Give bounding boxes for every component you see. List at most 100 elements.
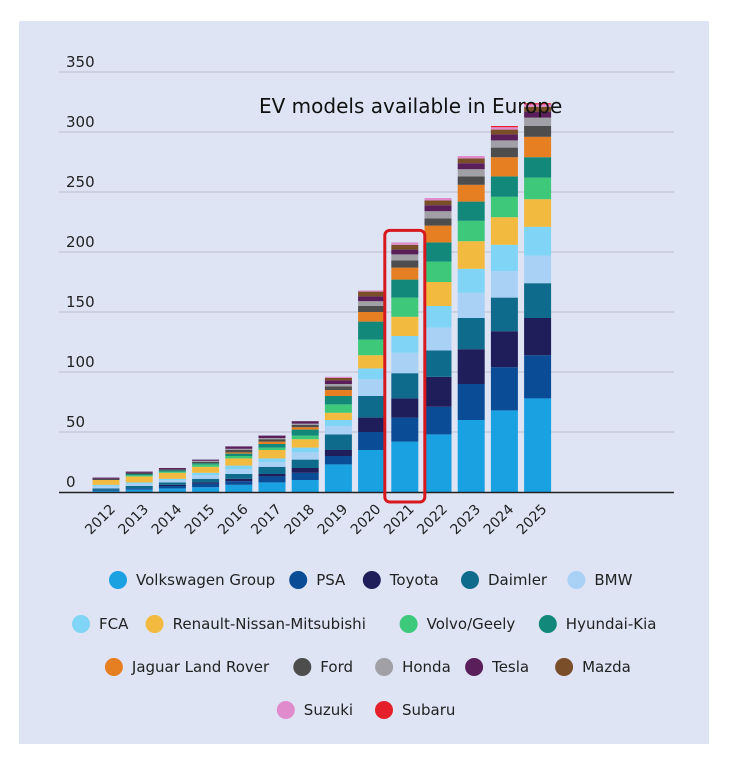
bar-2013-volvo-geely <box>125 475 153 477</box>
bar-2012-volkswagen-group <box>92 490 120 492</box>
bar-2017-psa <box>258 476 286 483</box>
bar-2021-daimler <box>391 373 419 399</box>
bar-2024-fca <box>490 244 518 272</box>
bar-2025-jaguar-land-rover <box>524 136 552 158</box>
bar-2015-hyundai-kia <box>192 463 220 465</box>
legend-swatch-daimler <box>461 571 479 589</box>
bar-2025-tesla <box>524 111 552 118</box>
bar-2022-mazda <box>424 200 452 206</box>
bar-2013-ford <box>125 472 153 474</box>
bar-2014-renault-nissan-mitsubishi <box>158 472 186 479</box>
bar-2019-volkswagen-group <box>324 464 352 492</box>
bar-2022-psa <box>424 406 452 435</box>
legend-label-ford: Ford <box>320 658 353 676</box>
bar-2019-psa <box>324 456 352 465</box>
bar-2024-honda <box>490 140 518 148</box>
bar-2014-fca <box>158 478 186 480</box>
bar-2017-renault-nissan-mitsubishi <box>258 450 286 459</box>
bar-2019-renault-nissan-mitsubishi <box>324 412 352 420</box>
bar-2018-renault-nissan-mitsubishi <box>291 439 319 448</box>
bar-2017-ford <box>258 439 286 442</box>
bar-2013-daimler <box>125 486 153 489</box>
bar-2023-toyota <box>457 349 485 384</box>
bar-2015-renault-nissan-mitsubishi <box>192 466 220 473</box>
bar-2015-psa <box>192 483 220 488</box>
bar-2018-tesla <box>291 421 319 424</box>
bar-2021-tesla <box>391 249 419 255</box>
bar-2020-daimler <box>358 396 386 418</box>
bar-2020-fca <box>358 368 386 380</box>
bar-2024-jaguar-land-rover <box>490 157 518 177</box>
x-tick-label-2016: 2016 <box>215 501 252 538</box>
bar-2023-daimler <box>457 318 485 350</box>
bar-2018-hyundai-kia <box>291 429 319 436</box>
bar-2014-toyota <box>158 484 186 486</box>
bar-2016-fca <box>225 465 253 470</box>
bar-2023-jaguar-land-rover <box>457 184 485 202</box>
bar-2021-bmw <box>391 352 419 374</box>
x-tick-label-2013: 2013 <box>116 502 153 539</box>
legend-swatch-honda <box>375 658 394 676</box>
bar-2020-renault-nissan-mitsubishi <box>358 355 386 369</box>
bar-2016-volvo-geely <box>225 456 253 459</box>
bar-2019-volvo-geely <box>324 404 352 413</box>
bar-2025-volkswagen-group <box>524 398 552 492</box>
legend-label-renault-nissan-mitsubishi: Renault-Nissan-Mitsubishi <box>173 615 366 633</box>
bar-2024-daimler <box>490 297 518 332</box>
chart-panel: 0 50 100 150 200 250 300 350 2012 2013 2014 2015 20… <box>19 21 709 744</box>
bar-2024-volkswagen-group <box>490 410 518 492</box>
legend-label-volkswagen-group: Volkswagen Group <box>136 571 275 589</box>
bar-2015-fca <box>192 472 220 476</box>
bar-2014-volvo-geely <box>158 471 186 473</box>
y-tick-label-300: 300 <box>66 113 95 131</box>
bar-2017-jaguar-land-rover <box>258 441 286 444</box>
legend-swatch-fca <box>72 615 90 633</box>
bar-2021-jaguar-land-rover <box>391 267 419 280</box>
bar-2016-toyota <box>225 478 253 482</box>
bar-2012-tesla <box>92 477 120 479</box>
x-tick-label-2025: 2025 <box>514 502 551 539</box>
bar-2020-psa <box>358 432 386 450</box>
bar-2016-jaguar-land-rover <box>225 452 253 454</box>
bar-2018-psa <box>291 472 319 480</box>
bar-2025-fca <box>524 226 552 256</box>
bar-2021-psa <box>391 417 419 442</box>
bar-2012-daimler <box>92 488 120 490</box>
y-tick-label-150: 150 <box>66 293 95 311</box>
bar-2016-hyundai-kia <box>225 453 253 456</box>
bar-2024-toyota <box>490 331 518 368</box>
legend-swatch-suzuki <box>276 701 295 719</box>
x-tick-label-2014: 2014 <box>149 501 186 538</box>
bar-2018-daimler <box>291 459 319 468</box>
x-tick-label-2019: 2019 <box>315 502 352 539</box>
x-tick-label-2020: 2020 <box>348 502 385 539</box>
bar-2024-psa <box>490 367 518 411</box>
bar-2023-hyundai-kia <box>457 201 485 221</box>
y-tick-label-350: 350 <box>66 53 95 71</box>
bar-2019-suzuki <box>324 376 352 378</box>
bar-2022-toyota <box>424 376 452 407</box>
bar-2018-toyota <box>291 468 319 473</box>
legend-label-honda: Honda <box>402 658 451 676</box>
bar-2014-ford <box>158 469 186 471</box>
legend-label-bmw: BMW <box>594 571 632 589</box>
bar-2024-subaru <box>490 126 518 128</box>
bar-2014-hyundai-kia <box>158 470 186 472</box>
x-axis-ticks: 2012201320142015201620172018201920202021… <box>82 501 550 538</box>
bar-2025-psa <box>524 355 552 399</box>
bar-2017-fca <box>258 458 286 462</box>
bar-2020-honda <box>358 301 386 306</box>
bar-2018-volkswagen-group <box>291 480 319 492</box>
bar-2015-toyota <box>192 482 220 484</box>
y-tick-label-0: 0 <box>66 473 76 491</box>
bar-2016-renault-nissan-mitsubishi <box>225 458 253 466</box>
bar-2019-daimler <box>324 434 352 450</box>
bar-2015-volvo-geely <box>192 464 220 467</box>
bar-2014-daimler <box>158 482 186 485</box>
bar-2023-bmw <box>457 292 485 318</box>
bar-2020-suzuki <box>358 290 386 292</box>
x-tick-label-2012: 2012 <box>82 502 119 539</box>
bar-2013-fca <box>125 482 153 484</box>
bar-2021-hyundai-kia <box>391 279 419 298</box>
bar-2018-volvo-geely <box>291 435 319 440</box>
